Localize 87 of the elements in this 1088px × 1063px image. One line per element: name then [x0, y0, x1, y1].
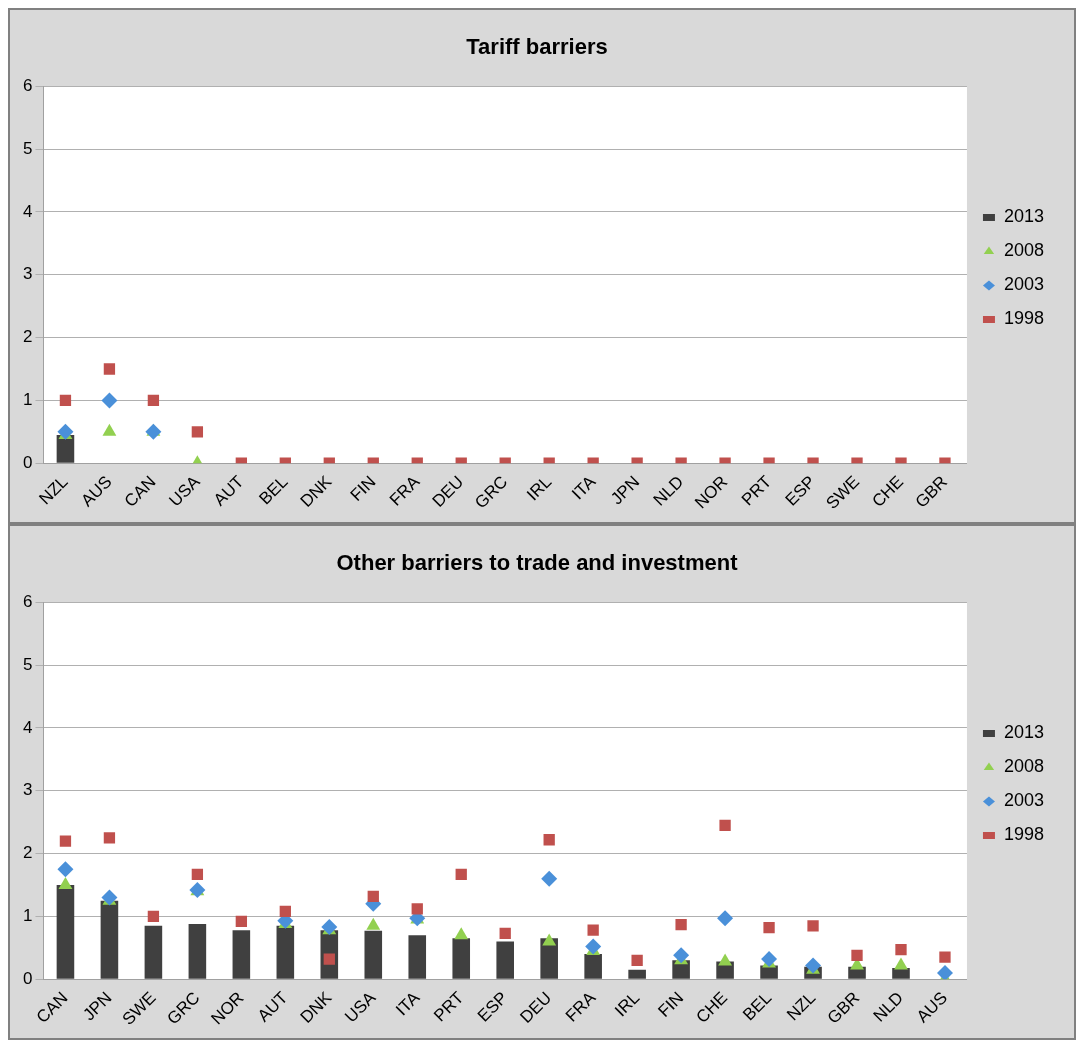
y-tick-label: 1 — [22, 906, 33, 926]
x-tick-label: NZL — [783, 988, 820, 1025]
point — [631, 954, 643, 967]
point — [675, 918, 687, 931]
point — [761, 951, 778, 968]
bar — [496, 941, 514, 979]
bar — [144, 925, 163, 979]
x-tick-label: IRL — [523, 472, 556, 505]
point — [499, 927, 511, 940]
y-tick-label: 0 — [22, 452, 33, 472]
y-tick-label: 0 — [22, 968, 33, 988]
point — [454, 927, 469, 940]
legend-label: 2008 — [1003, 240, 1044, 261]
y-tick-label: 3 — [22, 264, 33, 284]
bar — [100, 900, 119, 979]
x-tick-label: FIN — [346, 472, 380, 505]
bar — [628, 969, 646, 979]
point — [323, 953, 335, 965]
y-tick-label: 2 — [22, 843, 33, 863]
x-tick-label: USA — [341, 987, 380, 1027]
point — [542, 933, 557, 946]
point — [587, 924, 599, 936]
y-tick-label: 1 — [22, 390, 33, 410]
y-tick-label: 5 — [22, 654, 33, 674]
bar — [232, 930, 251, 979]
y-tick-label: 4 — [22, 201, 33, 221]
point — [719, 819, 731, 831]
chart-title: Other barriers to trade and investment — [336, 550, 739, 576]
bar — [56, 885, 75, 979]
point — [57, 861, 74, 878]
point — [103, 832, 116, 844]
point — [366, 917, 381, 930]
point — [718, 953, 733, 966]
y-tick-label: 6 — [22, 592, 33, 612]
point — [543, 834, 555, 846]
x-tick-label: IRL — [611, 988, 644, 1021]
legend-label: 2003 — [1003, 274, 1044, 295]
point — [235, 915, 248, 928]
point — [673, 947, 690, 964]
point — [541, 870, 558, 887]
x-tick-label: BEL — [739, 988, 776, 1025]
y-tick-label: 2 — [22, 327, 33, 347]
x-tick-label: FRA — [385, 471, 424, 510]
x-tick-label: USA — [165, 471, 204, 511]
point — [59, 835, 72, 847]
legend-label: 2008 — [1003, 756, 1044, 777]
x-tick-label: ITA — [392, 987, 424, 1020]
x-tick-label: NZL — [35, 472, 72, 509]
bar — [452, 938, 471, 979]
bar — [188, 923, 207, 979]
y-tick-label: 3 — [22, 780, 33, 800]
point — [411, 903, 423, 915]
bar — [364, 930, 383, 979]
point — [763, 922, 775, 934]
x-tick-label: BEL — [255, 472, 292, 509]
point — [279, 905, 291, 918]
point — [147, 910, 160, 923]
legend-label: 1998 — [1003, 824, 1044, 845]
legend-label: 2013 — [1003, 206, 1044, 227]
bar — [276, 925, 295, 979]
y-tick-label: 4 — [22, 717, 33, 737]
point — [367, 890, 379, 902]
bar — [408, 935, 427, 979]
bar — [584, 954, 602, 979]
point — [851, 949, 863, 961]
point — [805, 957, 822, 974]
bar — [760, 965, 778, 979]
legend-label: 1998 — [1003, 308, 1044, 329]
y-tick-label: 6 — [22, 76, 33, 96]
bar — [892, 967, 910, 979]
x-tick-label: FIN — [654, 988, 688, 1021]
chart-title: Tariff barriers — [466, 34, 608, 60]
point — [455, 868, 467, 880]
x-tick-label: FRA — [561, 987, 600, 1026]
point — [895, 944, 907, 956]
point — [717, 910, 734, 927]
point — [191, 868, 204, 880]
point — [585, 938, 602, 955]
point — [807, 920, 819, 932]
point — [894, 957, 908, 970]
legend-label: 2003 — [1003, 790, 1044, 811]
point — [939, 951, 951, 963]
y-tick-label: 5 — [22, 138, 33, 158]
legend-label: 2013 — [1003, 722, 1044, 743]
x-tick-label: ITA — [568, 471, 600, 504]
point — [58, 877, 73, 889]
point — [936, 964, 953, 980]
